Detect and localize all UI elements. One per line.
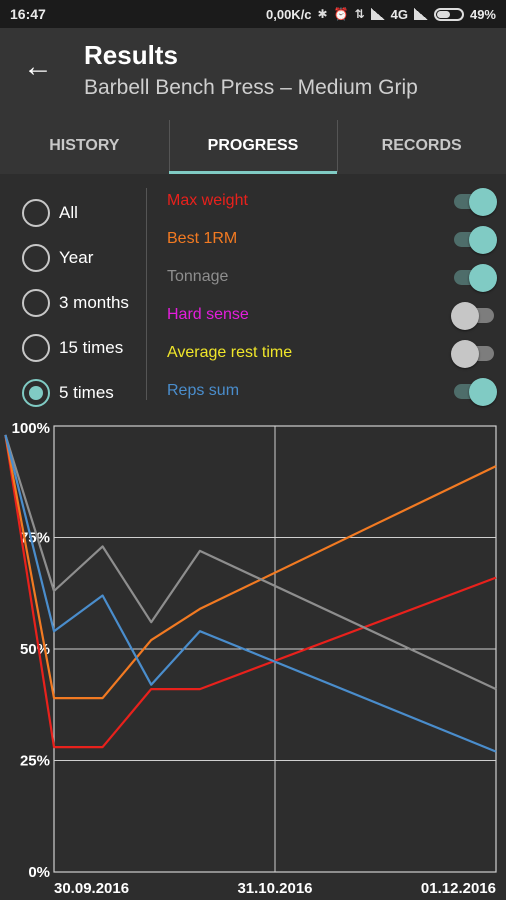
bluetooth-icon: ✱	[317, 7, 328, 21]
metric-row-tonnage: Tonnage	[167, 258, 497, 296]
best-1rm-switch[interactable]	[451, 223, 497, 255]
page-title: Results	[84, 40, 178, 70]
y-tick-label: 100%	[12, 420, 50, 437]
tab-progress[interactable]: PROGRESS	[168, 118, 338, 174]
radio-button[interactable]	[22, 243, 50, 272]
progress-line-chart: 100% 75% 50% 25% 0%30.09.2016 31.10.2016 01.12…	[4, 420, 497, 897]
tab-bar: HISTORY PROGRESS RECORDS	[0, 118, 506, 174]
range-option-all[interactable]: All	[22, 190, 129, 235]
exercise-name: Barbell Bench Press – Medium Grip	[84, 76, 418, 99]
status-network: 4G	[390, 6, 408, 22]
signal-icon-2	[413, 8, 428, 20]
range-option-5-times[interactable]: 5 times	[22, 370, 129, 415]
status-bar: 16:47 0,00K/c ✱ ⏰ ⇅ 4G 49%	[0, 0, 506, 28]
status-time: 16:47	[10, 6, 46, 22]
series-line-tonnage	[4, 434, 497, 691]
x-tick-label: 01.12.2016	[421, 880, 496, 897]
alarm-icon: ⏰	[333, 7, 349, 21]
series-line-reps-sum	[4, 434, 497, 753]
series-line-best-1rm	[4, 434, 497, 700]
status-speed: 0,00K/c	[266, 6, 312, 22]
range-radio-group: All Year 3 months 15 times 5 times	[22, 190, 129, 415]
x-tick-label: 30.09.2016	[54, 880, 129, 897]
y-tick-label: 0%	[28, 864, 50, 881]
range-option-label: Year	[59, 247, 94, 267]
metric-label: Hard sense	[167, 306, 249, 323]
progress-chart: 100% 75% 50% 25% 0% 30.09.2016 31.10.2016 01.12…	[0, 414, 506, 900]
range-option-label: 3 months	[59, 292, 129, 312]
radio-button[interactable]	[22, 333, 50, 362]
filters-panel: All Year 3 months 15 times 5 times Max w…	[0, 174, 506, 414]
metric-row-best-1rm: Best 1RM	[167, 220, 497, 258]
y-tick-label: 50%	[20, 641, 50, 658]
metric-label: Best 1RM	[167, 230, 238, 247]
metric-row-max-weight: Max weight	[167, 182, 497, 220]
tab-records[interactable]: RECORDS	[337, 118, 506, 174]
status-battery: 49%	[469, 6, 496, 22]
average-rest-time-switch[interactable]	[451, 337, 497, 369]
range-option-year[interactable]: Year	[22, 235, 129, 280]
y-tick-label: 25%	[20, 753, 50, 770]
range-option-3-months[interactable]: 3 months	[22, 280, 129, 325]
max-weight-switch[interactable]	[451, 185, 497, 217]
metric-label: Max weight	[167, 192, 248, 209]
x-tick-label: 31.10.2016	[237, 880, 312, 897]
tab-history[interactable]: HISTORY	[49, 137, 120, 154]
status-icons: 0,00K/c ✱ ⏰ ⇅ 4G 49%	[266, 7, 496, 22]
back-arrow-icon[interactable]: ←	[23, 50, 53, 83]
metric-row-average-rest-time: Average rest time	[167, 334, 497, 372]
range-option-label: 15 times	[59, 337, 124, 357]
series-line-max-weight	[4, 434, 497, 749]
filters-divider	[146, 188, 147, 400]
signal-icon	[370, 8, 385, 20]
radio-button[interactable]	[22, 288, 50, 317]
metric-row-hard-sense: Hard sense	[167, 296, 497, 334]
range-option-label: All	[59, 202, 78, 222]
metric-label: Average rest time	[167, 344, 293, 361]
range-option-15-times[interactable]: 15 times	[22, 325, 129, 370]
tonnage-switch[interactable]	[451, 261, 497, 293]
metric-label: Reps sum	[167, 382, 240, 399]
hard-sense-switch[interactable]	[451, 299, 497, 331]
battery-icon	[433, 7, 464, 21]
range-option-label: 5 times	[59, 382, 114, 402]
metric-toggle-list: Max weight Best 1RM Tonnage Hard sense A…	[167, 182, 497, 410]
metric-row-reps-sum: Reps sum	[167, 372, 497, 410]
reps-sum-switch[interactable]	[451, 375, 497, 407]
y-tick-label: 75%	[20, 530, 50, 547]
app-bar: ← Results Barbell Bench Press – Medium G…	[0, 28, 506, 118]
radio-button-selected[interactable]	[22, 378, 50, 407]
radio-button[interactable]	[22, 198, 50, 227]
battery-fill	[436, 10, 450, 18]
data-transfer-icon: ⇅	[354, 7, 365, 21]
metric-label: Tonnage	[167, 268, 229, 285]
